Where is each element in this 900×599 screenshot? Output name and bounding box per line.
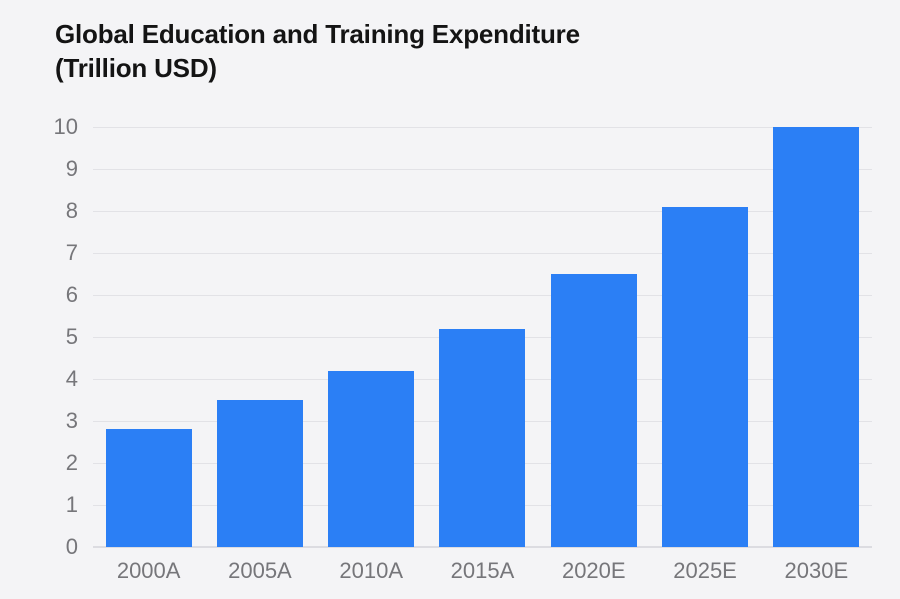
chart-title: Global Education and Training Expenditur…	[55, 17, 580, 85]
x-axis-labels: 2000A 2005A 2010A 2015A 2020E 2025E 2030E	[93, 557, 872, 585]
y-tick-label: 5	[65, 324, 78, 349]
bar-2005A	[216, 400, 303, 547]
x-axis-baseline	[93, 546, 872, 548]
x-tick-label-2025E: 2025E	[673, 558, 737, 583]
y-tick-label: 1	[65, 492, 78, 517]
bar-2015A	[439, 328, 526, 547]
x-tick-label-2010A: 2010A	[339, 558, 404, 583]
bar-slot-2020E	[538, 127, 649, 547]
bar-series	[93, 127, 872, 547]
bar-2030E	[773, 127, 860, 547]
bar-slot-2030E	[761, 127, 872, 547]
gridline	[93, 211, 872, 212]
chart-title-line2: (Trillion USD)	[55, 53, 217, 83]
x-tick-label-2015A: 2015A	[450, 558, 515, 583]
y-tick-label: 0	[65, 534, 78, 559]
gridline	[93, 169, 872, 170]
y-tick-label: 10	[53, 114, 78, 139]
y-tick-label: 8	[65, 198, 78, 223]
plot-area	[93, 127, 872, 548]
y-tick-label: 3	[65, 408, 78, 433]
y-tick-label: 2	[65, 450, 78, 475]
y-tick-label: 9	[65, 156, 78, 181]
gridline	[93, 295, 872, 296]
y-tick-label: 4	[65, 366, 78, 391]
x-tick-label-2020E: 2020E	[561, 558, 626, 583]
bar-2000A	[105, 429, 192, 547]
x-tick-label-2000A: 2000A	[116, 558, 181, 583]
bar-2010A	[328, 370, 415, 547]
y-axis-labels: 0 1 2 3 4 5 6 7 8 9 10	[0, 116, 78, 558]
bar-slot-2000A	[93, 127, 204, 547]
chart-title-line1: Global Education and Training Expenditur…	[55, 19, 580, 49]
bar-slot-2025E	[649, 127, 760, 547]
bar-slot-2010A	[316, 127, 427, 547]
bar-2020E	[550, 274, 637, 547]
gridline	[93, 253, 872, 254]
y-tick-label: 7	[65, 240, 78, 265]
bar-slot-2015A	[427, 127, 538, 547]
x-tick-label-2005A: 2005A	[228, 558, 292, 583]
gridline	[93, 127, 872, 128]
y-tick-label: 6	[65, 282, 78, 307]
bar-2025E	[662, 206, 749, 547]
bar-slot-2005A	[204, 127, 315, 547]
x-tick-label-2030E: 2030E	[784, 558, 849, 583]
